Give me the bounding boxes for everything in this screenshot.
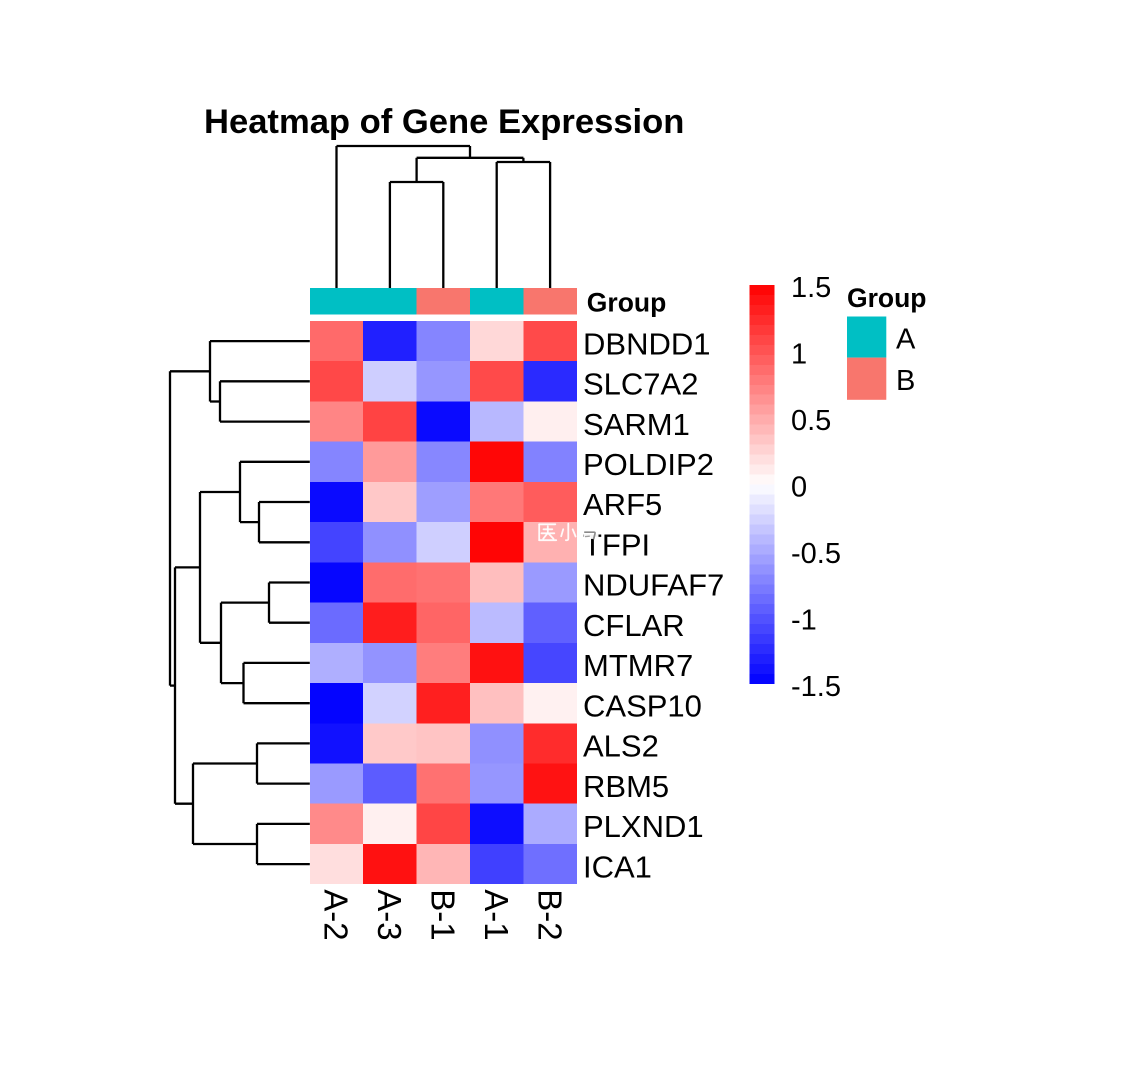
svg-text:SLC7A2: SLC7A2	[583, 367, 698, 402]
svg-text:-1: -1	[791, 605, 817, 637]
svg-text:B-1: B-1	[425, 889, 462, 940]
svg-text:SARM1: SARM1	[583, 407, 690, 442]
svg-text:RBM5: RBM5	[583, 769, 669, 804]
svg-text:B-2: B-2	[531, 889, 568, 940]
svg-text:ICA1: ICA1	[583, 849, 652, 884]
svg-text:A-3: A-3	[371, 889, 408, 940]
svg-text:0: 0	[791, 472, 807, 504]
svg-text:1: 1	[791, 339, 807, 371]
svg-text:A: A	[896, 323, 916, 355]
svg-text:1.5: 1.5	[791, 272, 831, 304]
svg-text:PLXND1: PLXND1	[583, 809, 704, 844]
svg-text:A-2: A-2	[318, 889, 355, 940]
svg-text:CFLAR: CFLAR	[583, 608, 685, 643]
svg-text:A-1: A-1	[478, 889, 515, 940]
svg-text:-0.5: -0.5	[791, 538, 841, 570]
svg-text:Heatmap of Gene Expression: Heatmap of Gene Expression	[204, 103, 684, 141]
svg-text:B: B	[896, 365, 915, 397]
svg-text:NDUFAF7: NDUFAF7	[583, 568, 724, 603]
svg-text:DBNDD1: DBNDD1	[583, 326, 710, 361]
svg-text:-1.5: -1.5	[791, 671, 841, 703]
svg-text:Group: Group	[847, 283, 927, 313]
svg-text:CASP10: CASP10	[583, 688, 702, 723]
svg-text:0.5: 0.5	[791, 405, 831, 437]
svg-text:ARF5: ARF5	[583, 487, 662, 522]
svg-text:ALS2: ALS2	[583, 729, 659, 764]
svg-text:MTMR7: MTMR7	[583, 648, 693, 683]
svg-text:POLDIP2: POLDIP2	[583, 447, 714, 482]
svg-text:Group: Group	[587, 288, 667, 318]
